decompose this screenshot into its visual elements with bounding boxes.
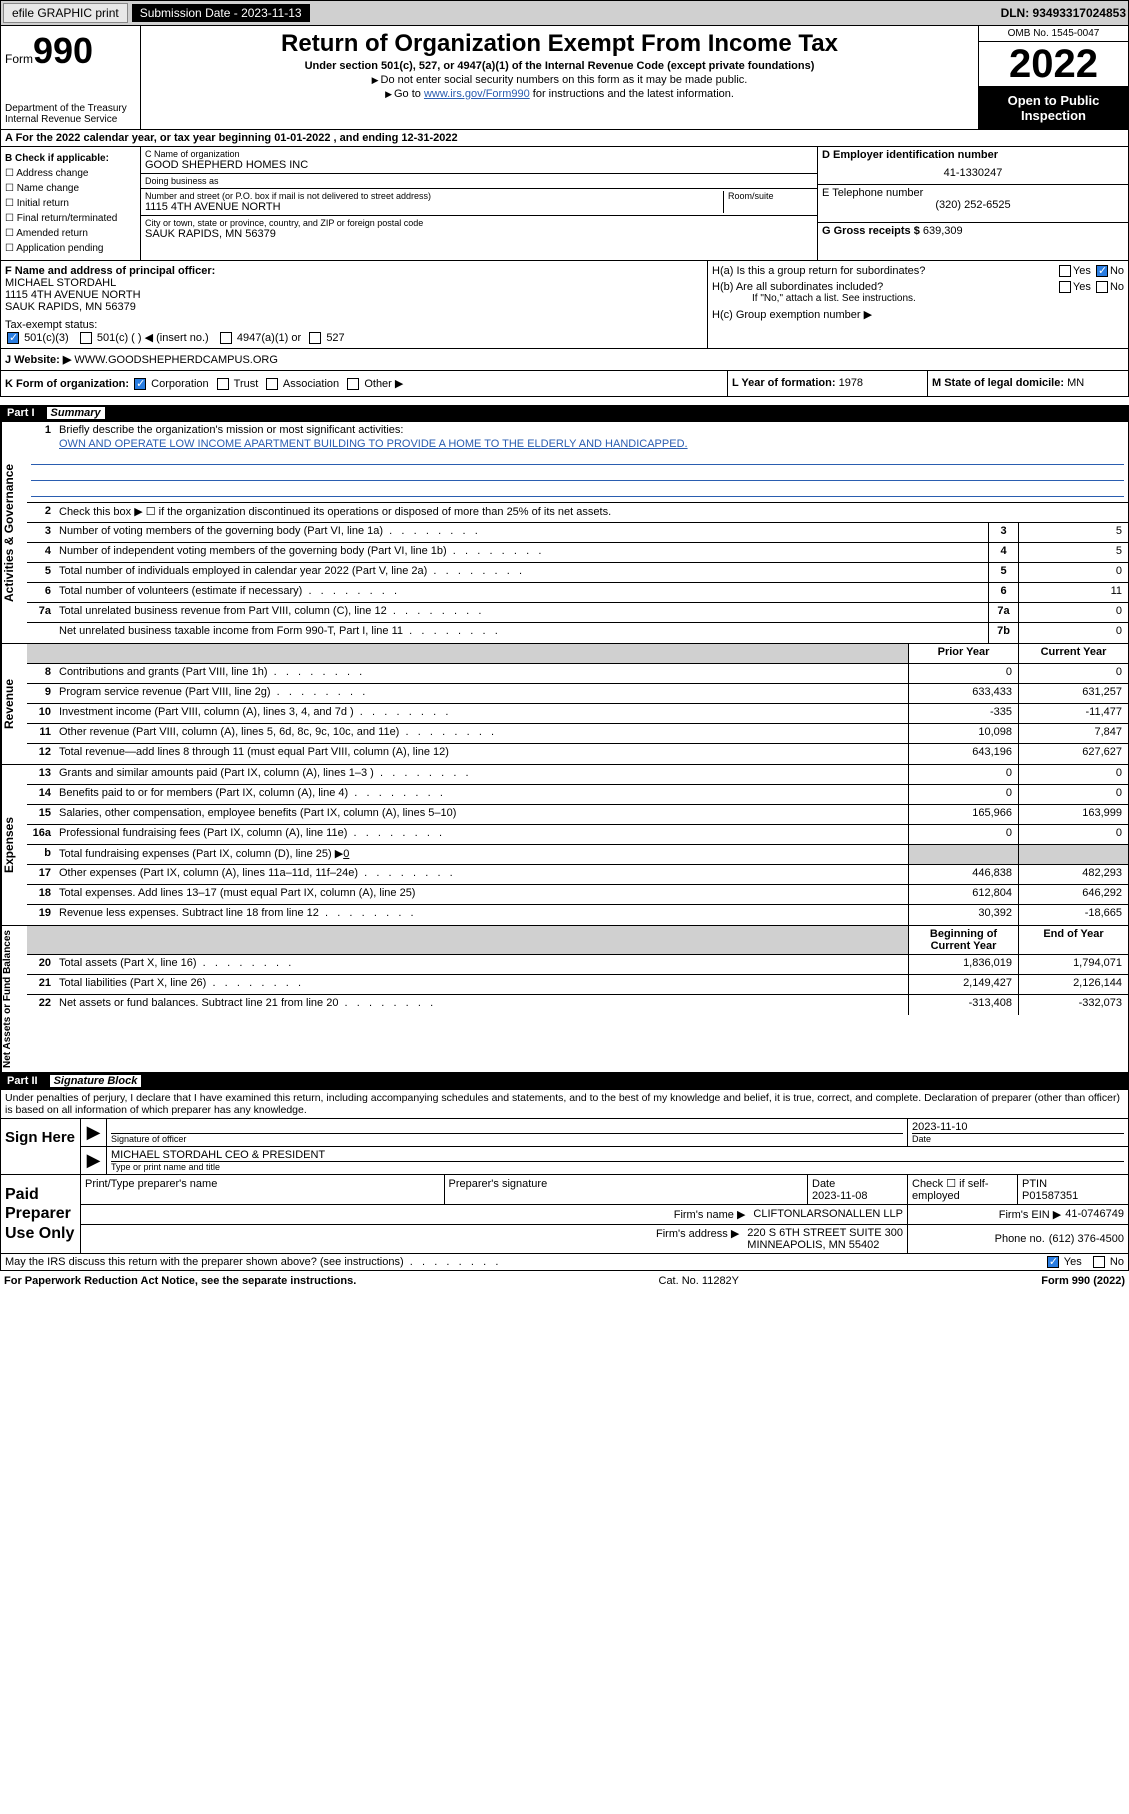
tax-year: 2022 xyxy=(979,42,1128,87)
section-revenue: Revenue Prior YearCurrent Year 8Contribu… xyxy=(0,644,1129,765)
firm-name: CLIFTONLARSONALLEN LLP xyxy=(753,1208,903,1220)
box-b: B Check if applicable: ☐ Address change … xyxy=(1,147,141,260)
section-expenses: Expenses 13Grants and similar amounts pa… xyxy=(0,765,1129,926)
efile-button[interactable]: efile GRAPHIC print xyxy=(3,3,128,23)
row-klm: K Form of organization: Corporation Trus… xyxy=(0,371,1129,397)
section-netassets: Net Assets or Fund Balances Beginning of… xyxy=(0,926,1129,1073)
submission-date: Submission Date - 2023-11-13 xyxy=(132,4,310,22)
footer: For Paperwork Reduction Act Notice, see … xyxy=(0,1271,1129,1291)
row-a-taxyear: A For the 2022 calendar year, or tax yea… xyxy=(0,130,1129,147)
box-f: F Name and address of principal officer:… xyxy=(5,265,703,313)
paid-preparer-block: Paid Preparer Use Only Print/Type prepar… xyxy=(0,1175,1129,1254)
dln: DLN: 93493317024853 xyxy=(1001,6,1126,20)
arrow-icon: ▶ xyxy=(81,1147,107,1174)
irs-discuss-row: May the IRS discuss this return with the… xyxy=(0,1254,1129,1271)
dept-label: Department of the Treasury Internal Reve… xyxy=(5,103,136,125)
box-g-receipts: G Gross receipts $ 639,309 xyxy=(818,223,1128,260)
row-fh: F Name and address of principal officer:… xyxy=(0,261,1129,349)
form-title: Return of Organization Exempt From Incom… xyxy=(149,30,970,58)
open-inspection: Open to Public Inspection xyxy=(979,87,1128,129)
sign-here-block: Sign Here ▶ Signature of officer 2023-11… xyxy=(0,1119,1129,1175)
perjury-statement: Under penalties of perjury, I declare th… xyxy=(0,1090,1129,1119)
box-h: H(a) Is this a group return for subordin… xyxy=(708,261,1128,348)
form-header: Form990 Department of the Treasury Inter… xyxy=(0,26,1129,130)
org-name: GOOD SHEPHERD HOMES INC xyxy=(145,159,813,171)
firm-address: 220 S 6TH STREET SUITE 300 MINNEAPOLIS, … xyxy=(747,1227,903,1251)
arrow-icon: ▶ xyxy=(81,1119,107,1146)
box-c: C Name of organization GOOD SHEPHERD HOM… xyxy=(141,147,818,260)
box-j-website: J Website: ▶ WWW.GOODSHEPHERDCAMPUS.ORG xyxy=(0,349,1129,371)
discuss-yes[interactable] xyxy=(1047,1256,1059,1268)
top-bar: efile GRAPHIC print Submission Date - 20… xyxy=(0,0,1129,26)
box-d-ein: D Employer identification number 41-1330… xyxy=(818,147,1128,185)
mission-text: OWN AND OPERATE LOW INCOME APARTMENT BUI… xyxy=(59,438,1128,450)
org-address: 1115 4TH AVENUE NORTH xyxy=(145,201,723,213)
part2-header: Part II Signature Block xyxy=(0,1073,1129,1090)
irs-link[interactable]: www.irs.gov/Form990 xyxy=(424,88,530,100)
tax-exempt-status: Tax-exempt status: 501(c)(3) 501(c) ( ) … xyxy=(5,319,703,344)
box-e-phone: E Telephone number (320) 252-6525 xyxy=(818,185,1128,223)
org-city: SAUK RAPIDS, MN 56379 xyxy=(145,228,813,240)
section-governance: Activities & Governance 1Briefly describ… xyxy=(0,422,1129,644)
discuss-no[interactable] xyxy=(1093,1256,1105,1268)
omb-number: OMB No. 1545-0047 xyxy=(979,26,1128,42)
ssn-note: Do not enter social security numbers on … xyxy=(149,74,970,86)
checkbox-501c3[interactable] xyxy=(7,332,19,344)
officer-name: MICHAEL STORDAHL CEO & PRESIDENT xyxy=(111,1149,1124,1161)
part1-header: Part I Summary xyxy=(0,405,1129,422)
form-number: Form990 xyxy=(5,30,136,72)
form-subtitle: Under section 501(c), 527, or 4947(a)(1)… xyxy=(149,60,970,72)
goto-note: Go to www.irs.gov/Form990 for instructio… xyxy=(149,88,970,100)
sign-date: 2023-11-10 xyxy=(912,1121,1124,1133)
org-info-block: B Check if applicable: ☐ Address change … xyxy=(0,147,1129,261)
